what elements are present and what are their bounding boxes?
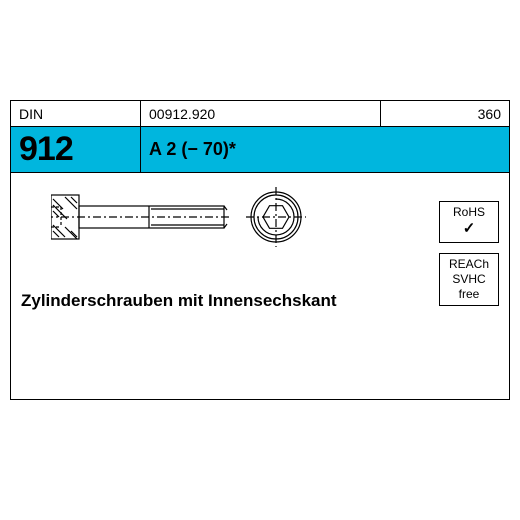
rohs-badge: RoHS ✓ <box>439 201 499 243</box>
check-icon: ✓ <box>442 220 496 239</box>
material-cell: A 2 (− 70)* <box>141 127 509 172</box>
reach-line3: free <box>442 287 496 302</box>
page-number: 360 <box>381 101 509 126</box>
spec-row: 912 A 2 (− 70)* <box>11 127 509 173</box>
reach-badge: REACh SVHC free <box>439 253 499 306</box>
rohs-label: RoHS <box>442 205 496 220</box>
header-row: DIN 00912.920 360 <box>11 101 509 127</box>
standard-number: 912 <box>19 130 73 169</box>
standard-number-cell: 912 <box>11 127 141 172</box>
standard-label: DIN <box>11 101 141 126</box>
product-description: Zylinderschrauben mit Innensechskant <box>21 291 337 311</box>
body-area: Zylinderschrauben mit Innensechskant RoH… <box>11 173 509 399</box>
product-code: 00912.920 <box>141 101 381 126</box>
material-spec: A 2 (− 70)* <box>149 139 236 160</box>
screw-diagram <box>51 185 331 265</box>
product-card: DIN 00912.920 360 912 A 2 (− 70)* <box>10 100 510 400</box>
reach-line2: SVHC <box>442 272 496 287</box>
reach-line1: REACh <box>442 257 496 272</box>
